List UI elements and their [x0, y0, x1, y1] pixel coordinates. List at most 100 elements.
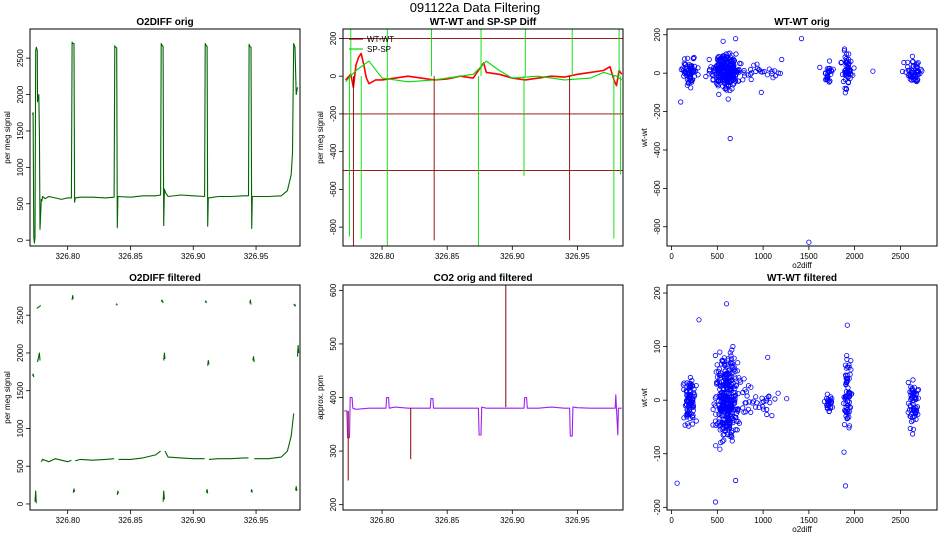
scatter-point [736, 420, 743, 426]
scatter-point [716, 366, 723, 372]
x-tick-label: 2000 [846, 252, 864, 261]
scatter-point [731, 393, 737, 399]
panel-wt-sp-diff: WT-WT and SP-SP Diff 326.80 326.85 326.90 32… [316, 17, 624, 261]
plot-frame [29, 284, 301, 511]
scatter-point [721, 61, 728, 67]
scatter-point [706, 56, 712, 63]
scatter-point [717, 349, 723, 355]
y-tick-label: 500 [16, 197, 25, 211]
scatter-point [751, 62, 757, 68]
panel-o2diff-orig: O2DIFF orig 326.80 326.85 326.90 326.95 0 500 1… [3, 17, 301, 261]
scatter-point [817, 64, 823, 71]
scatter-point [775, 390, 781, 396]
scatter-point [687, 78, 694, 84]
scatter-point [732, 374, 738, 380]
scatter-point [719, 382, 726, 388]
scatter-point [687, 387, 693, 393]
x-tick-label: 326.85 [435, 252, 460, 261]
scatter-point [913, 69, 920, 75]
scatter-point [845, 385, 851, 391]
scatter-point [843, 365, 850, 371]
scatter-point [908, 67, 915, 73]
scatter-point [689, 402, 695, 408]
scatter-point [681, 415, 687, 421]
scatter-point [720, 425, 727, 432]
scatter-point [910, 390, 917, 396]
scatter-point [752, 404, 759, 410]
scatter-point [711, 67, 718, 73]
x-tick-label: 326.95 [244, 252, 269, 261]
scatter-point [758, 89, 764, 96]
scatter-point [729, 57, 735, 63]
scatter-point [720, 357, 726, 363]
filtered-segment [36, 305, 42, 309]
filtered-segment [163, 352, 166, 361]
filtered-segment [160, 299, 164, 304]
x-tick-label: 2500 [891, 516, 909, 525]
scatter-point [913, 416, 919, 422]
scatter-point [681, 386, 687, 393]
scatter-point [710, 422, 716, 428]
scatter-point [723, 51, 729, 57]
scatter-point [842, 407, 848, 413]
scatter-point [682, 422, 688, 428]
scatter-point [725, 405, 731, 411]
series-line-sp-sp [345, 60, 623, 83]
scatter-point [726, 387, 732, 393]
y-tick-label: 500 [329, 337, 338, 351]
scatter-point [724, 423, 730, 429]
scatter-point [742, 409, 749, 415]
filtered-segment [250, 489, 253, 493]
filtered-segment [205, 489, 209, 494]
scatter-point [841, 46, 848, 52]
scatter-point [915, 387, 921, 393]
filtered-segment [293, 303, 297, 307]
scatter-point [749, 400, 756, 406]
scatter-point [684, 414, 690, 420]
scatter-point [729, 434, 735, 440]
scatter-point [710, 406, 716, 412]
x-tick-label: 0 [669, 252, 674, 261]
scatter-point [918, 66, 924, 73]
scatter-point [915, 395, 921, 401]
plot-area [343, 29, 623, 246]
scatter-point [721, 355, 727, 361]
scatter-point [842, 54, 848, 60]
x-tick-label: 326.85 [435, 516, 460, 525]
filtered-segment [254, 413, 295, 460]
series-line-o2diff [31, 41, 299, 244]
scatter-point [909, 387, 916, 393]
scatter-point [718, 410, 724, 416]
scatter-point [915, 60, 921, 66]
panel-title: CO2 orig and filtered [434, 273, 533, 284]
y-tick-label: 500 [16, 459, 25, 473]
scatter-point [720, 420, 726, 426]
scatter-point [844, 372, 851, 378]
scatter-point [870, 68, 876, 74]
scatter-point [723, 301, 730, 307]
filtered-segment [296, 344, 300, 357]
scatter-point [681, 56, 688, 62]
x-tick-label: 326.80 [55, 252, 80, 261]
scatter-point [720, 438, 726, 444]
filtered-segment [162, 490, 165, 502]
scatter-point [748, 70, 755, 76]
scatter-point [748, 76, 754, 83]
scatter-point [760, 406, 767, 412]
scatter-point [714, 374, 721, 380]
scatter-point [721, 437, 727, 443]
scatter-point [844, 352, 850, 359]
panel-title: WT-WT filtered [767, 273, 837, 284]
scatter-point [841, 449, 847, 455]
y-tick-label: -200 [653, 499, 662, 516]
y-axis-label: per meg signal [316, 111, 325, 164]
plot-area [31, 41, 299, 244]
x-tick-label: 326.90 [500, 516, 525, 525]
scatter-point [899, 68, 906, 75]
scatter-point [706, 67, 713, 73]
filtered-segment [40, 458, 72, 463]
scatter-point [732, 477, 739, 484]
plot-frame [29, 28, 301, 247]
x-tick-label: 326.80 [55, 516, 80, 525]
scatter-point [841, 394, 847, 400]
